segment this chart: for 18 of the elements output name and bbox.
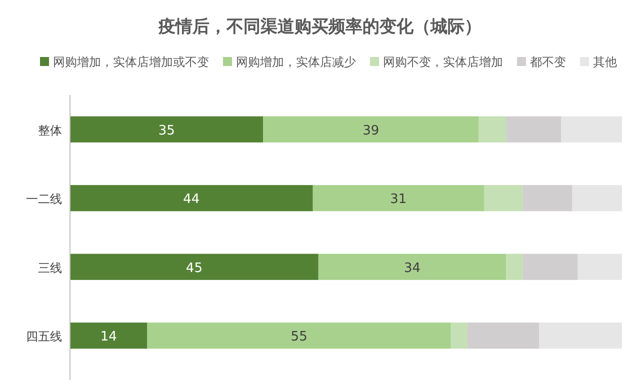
y-tick-label: 整体 — [38, 123, 62, 138]
data-label: 14 — [100, 330, 117, 345]
y-tick-label: 三线 — [38, 260, 62, 275]
data-label: 55 — [290, 330, 308, 345]
legend-label: 都不变 — [530, 55, 566, 69]
y-tick-label: 四五线 — [26, 330, 62, 344]
data-label: 39 — [362, 123, 380, 138]
data-label: 35 — [158, 123, 175, 138]
data-label: 45 — [186, 260, 202, 276]
legend-label: 网购增加，实体店减少 — [236, 55, 356, 69]
legend-label: 其他 — [593, 55, 617, 69]
data-label: 44 — [183, 192, 200, 208]
legend-label: 网购增加，实体店增加或不变 — [53, 55, 209, 69]
title: 疫情后，不同渠道购买频率的变化（城际） — [158, 17, 482, 37]
data-label: 34 — [404, 260, 421, 276]
legend-label: 网购不变，实体店增加 — [383, 55, 503, 69]
y-tick-label: 一二线 — [26, 192, 62, 206]
data-label: 31 — [390, 192, 407, 208]
